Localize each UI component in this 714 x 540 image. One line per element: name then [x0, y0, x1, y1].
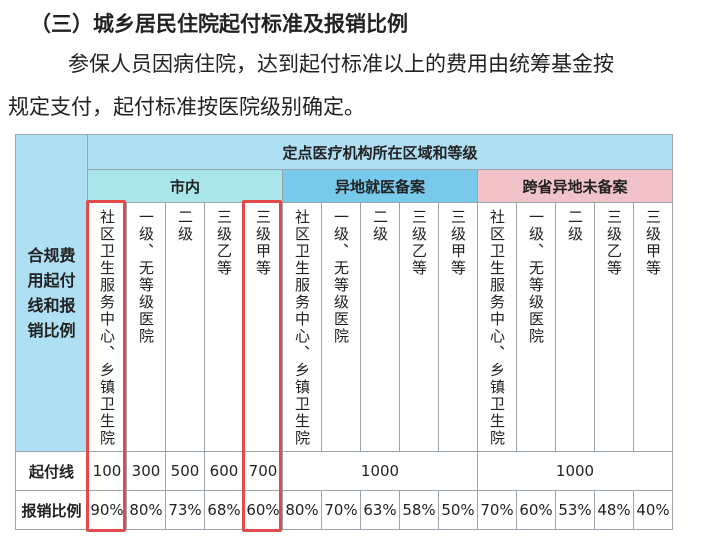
level-cell: 三级甲等	[633, 202, 673, 452]
region-kuasheng: 跨省异地未备案	[477, 169, 673, 203]
level-label: 三级乙等	[410, 209, 428, 277]
baoxiao-value: 80%	[126, 490, 166, 530]
level-cell: 社区卫生服务中心、乡镇卫生院	[282, 202, 322, 452]
region-shinei: 市内	[87, 169, 283, 203]
baoxiao-value: 80%	[282, 490, 322, 530]
level-cell: 社区卫生服务中心、乡镇卫生院	[87, 202, 127, 452]
level-cell: 一级、无等级医院	[516, 202, 556, 452]
level-label: 一级、无等级医院	[527, 209, 545, 345]
level-label: 三级甲等	[644, 209, 662, 277]
qifu-value: 300	[126, 451, 166, 491]
region-yidi: 异地就医备案	[282, 169, 478, 203]
row-label-baoxiao: 报销比例	[15, 490, 88, 530]
paragraph-line-1: 参保人员因病住院，达到起付标准以上的费用由统筹基金按	[68, 52, 614, 76]
highlight-box-grade3a	[242, 200, 282, 532]
side-header-text: 合规费 用起付 线和报 销比例	[27, 246, 76, 340]
qifu-value: 600	[204, 451, 244, 491]
level-cell: 二级	[360, 202, 400, 452]
baoxiao-value: 63%	[360, 490, 400, 530]
level-cell: 三级乙等	[204, 202, 244, 452]
baoxiao-value: 53%	[555, 490, 595, 530]
baoxiao-value: 70%	[321, 490, 361, 530]
baoxiao-value: 60%	[516, 490, 556, 530]
level-label: 社区卫生服务中心、乡镇卫生院	[488, 209, 506, 447]
level-label: 三级乙等	[605, 209, 623, 277]
baoxiao-value: 68%	[204, 490, 244, 530]
level-label: 三级乙等	[215, 209, 233, 277]
baoxiao-value: 73%	[165, 490, 205, 530]
qifu-value: 500	[165, 451, 205, 491]
paragraph-line-2: 规定支付，起付标准按医院级别确定。	[8, 95, 365, 119]
level-cell: 三级乙等	[594, 202, 634, 452]
baoxiao-value: 50%	[438, 490, 478, 530]
baoxiao-value: 40%	[633, 490, 673, 530]
level-cell: 三级甲等	[438, 202, 478, 452]
baoxiao-value: 70%	[477, 490, 517, 530]
level-label: 二级	[371, 209, 389, 243]
level-label: 社区卫生服务中心、乡镇卫生院	[98, 209, 116, 447]
level-cell: 一级、无等级医院	[126, 202, 166, 452]
side-header-cell: 合规费 用起付 线和报 销比例	[15, 134, 88, 452]
reimbursement-table: 合规费 用起付 线和报 销比例 定点医疗机构所在区域和等级 市内 异地就医备案 跨省异…	[15, 134, 673, 530]
level-label: 二级	[176, 209, 194, 243]
level-label: 一级、无等级医院	[332, 209, 350, 345]
level-cell: 二级	[555, 202, 595, 452]
qifu-value-yidi: 1000	[282, 451, 478, 491]
highlight-box-community	[86, 200, 126, 532]
level-cell: 三级甲等	[243, 202, 283, 452]
section-heading: （三）城乡居民住院起付标准及报销比例	[30, 12, 408, 36]
baoxiao-value: 60%	[243, 490, 283, 530]
baoxiao-value: 48%	[594, 490, 634, 530]
level-label: 三级甲等	[449, 209, 467, 277]
level-label: 三级甲等	[254, 209, 272, 277]
level-cell: 一级、无等级医院	[321, 202, 361, 452]
level-label: 二级	[566, 209, 584, 243]
level-cell: 二级	[165, 202, 205, 452]
level-label: 一级、无等级医院	[137, 209, 155, 345]
level-cell: 社区卫生服务中心、乡镇卫生院	[477, 202, 517, 452]
row-label-qifu: 起付线	[15, 451, 88, 491]
baoxiao-value: 58%	[399, 490, 439, 530]
level-cell: 三级乙等	[399, 202, 439, 452]
level-label: 社区卫生服务中心、乡镇卫生院	[293, 209, 311, 447]
top-header: 定点医疗机构所在区域和等级	[87, 134, 673, 170]
qifu-value-kuasheng: 1000	[477, 451, 673, 491]
